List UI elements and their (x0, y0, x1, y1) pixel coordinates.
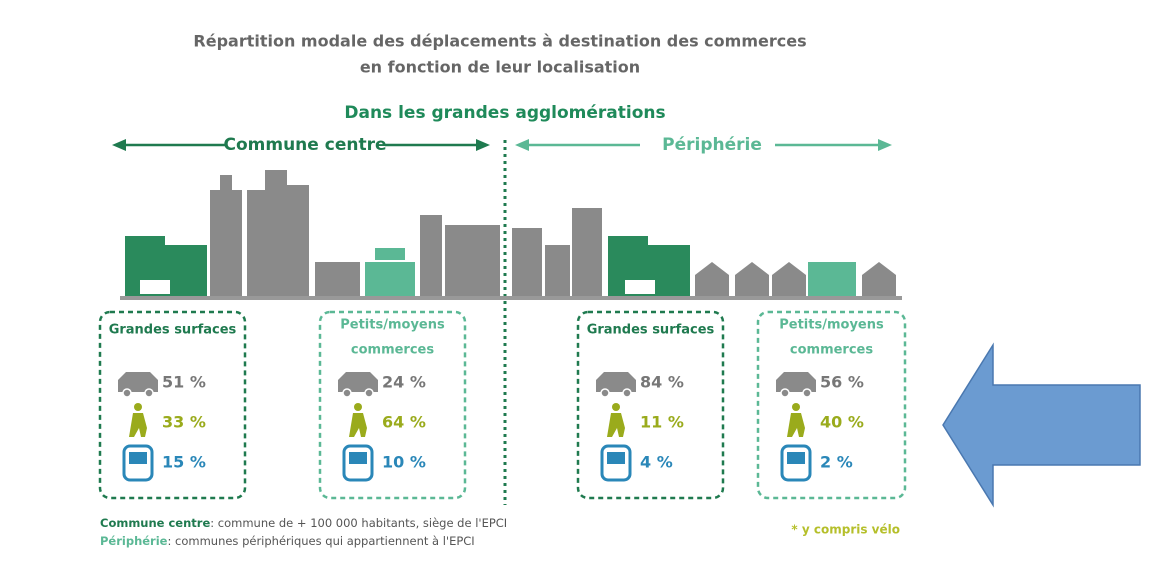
wheel (342, 388, 352, 398)
walker-head (612, 403, 620, 411)
footnote-text: : communes périphériques qui appartienne… (167, 534, 474, 548)
car-icon (118, 372, 158, 392)
footnote-text: : commune de + 100 000 habitants, siège … (210, 516, 507, 530)
note: * y compris vélo (791, 523, 900, 537)
walker-head (792, 403, 800, 411)
title-line: Répartition modale des déplacements à de… (193, 32, 806, 51)
footnote: Périphérie: communes périphériques qui a… (100, 534, 475, 548)
walker-body (787, 413, 805, 437)
wheel (600, 388, 610, 398)
panel-box (756, 310, 907, 500)
walk-share: 64 % (382, 413, 426, 432)
footnote-term: Commune centre (100, 516, 210, 530)
car-share: 24 % (382, 373, 426, 392)
bus-icon (600, 444, 632, 482)
walker-head (354, 403, 362, 411)
wheel (364, 388, 374, 398)
walker-head (134, 403, 142, 411)
wheel (780, 388, 790, 398)
transit-share: 2 % (820, 453, 853, 472)
wheel (622, 388, 632, 398)
walk-share: 33 % (162, 413, 206, 432)
zone-arrows (112, 139, 892, 151)
car-icon (596, 372, 636, 392)
wheel (802, 388, 812, 398)
walk-share: 40 % (820, 413, 864, 432)
transit-share: 4 % (640, 453, 673, 472)
car-icon (338, 372, 378, 392)
bus-icon (122, 444, 154, 482)
walker-body (129, 413, 147, 437)
panel-label: Petits/moyens (340, 318, 445, 333)
panel-label: commerces (351, 343, 434, 358)
bus-icon (342, 444, 374, 482)
footnote: Commune centre: commune de + 100 000 hab… (100, 516, 507, 530)
title-line: en fonction de leur localisation (360, 58, 640, 77)
wheel (144, 388, 154, 398)
panel-label: commerces (790, 343, 873, 358)
wheel (122, 388, 132, 398)
subtitle: Dans les grandes agglomérations (344, 103, 665, 123)
walk-share: 11 % (640, 413, 684, 432)
bus-window (607, 452, 625, 464)
zone-label: Périphérie (662, 135, 762, 155)
car-share: 51 % (162, 373, 206, 392)
car-share: 56 % (820, 373, 864, 392)
transit-share: 10 % (382, 453, 426, 472)
panel-label: Grandes surfaces (587, 323, 715, 338)
bus-window (129, 452, 147, 464)
bus-icon (780, 444, 812, 482)
footnote-term: Périphérie (100, 534, 168, 548)
transit-share: 15 % (162, 453, 206, 472)
walker-body (607, 413, 625, 437)
panel-label: Petits/moyens (779, 318, 884, 333)
panels: Grandes surfaces 51 % 33 % 15 % Petits/moyen… (98, 310, 907, 500)
skyline (120, 170, 902, 300)
panel-label: Grandes surfaces (109, 323, 237, 338)
car-icon (776, 372, 816, 392)
pointer-arrow (942, 342, 1141, 508)
bus-window (349, 452, 367, 464)
bus-window (787, 452, 805, 464)
walker-body (349, 413, 367, 437)
zone-label: Commune centre (224, 135, 387, 155)
car-share: 84 % (640, 373, 684, 392)
